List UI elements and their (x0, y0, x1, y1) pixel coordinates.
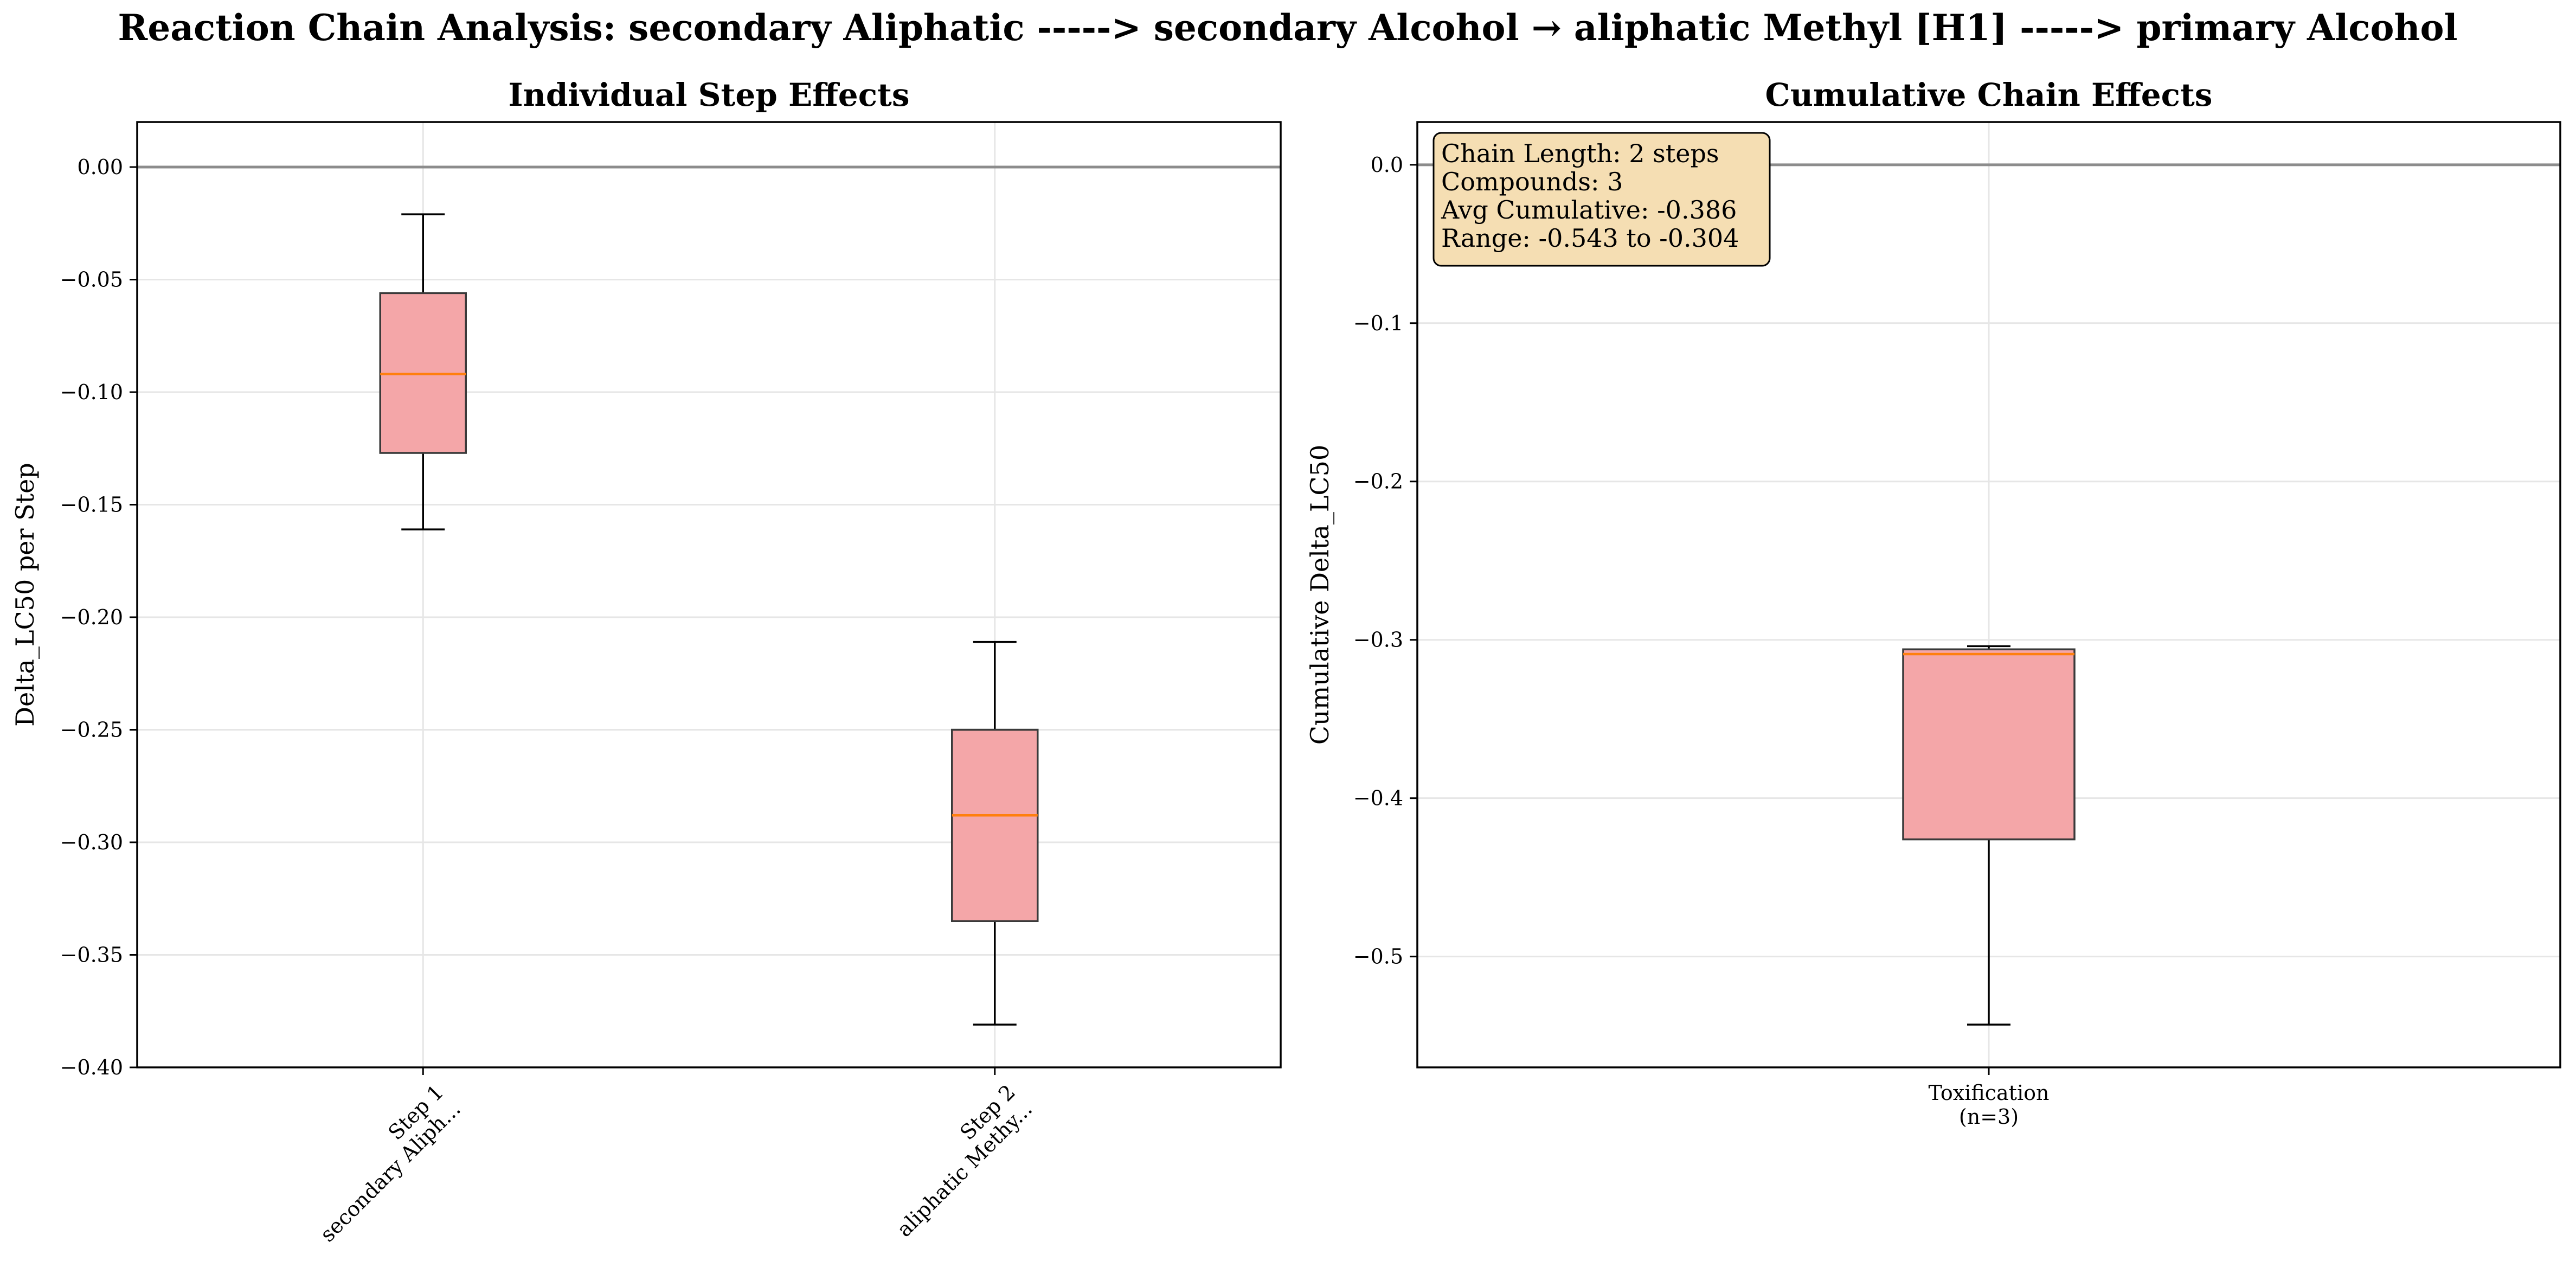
box-1 (1902, 645, 2076, 1026)
axes-frame (136, 121, 1282, 1068)
stats-annotation-box (1432, 132, 1771, 267)
box-1 (379, 213, 467, 530)
y-tick-label: −0.05 (60, 268, 123, 292)
box-iqr (951, 728, 1039, 922)
y-tick-label: −0.35 (60, 943, 123, 967)
y-tick-label: −0.10 (60, 380, 123, 404)
figure-title: Reaction Chain Analysis: secondary Aliph… (118, 7, 2457, 49)
x-tick-label-line2: (n=3) (1959, 1105, 2019, 1129)
x-tick-label-line1: Toxification (1929, 1081, 2050, 1105)
panel-title: Individual Step Effects (509, 76, 910, 113)
stats-annotation-line: Chain Length: 2 steps (1441, 139, 1719, 168)
y-tick-label: −0.40 (60, 1055, 123, 1079)
panel-individual-step-effects: 0.00 −0.05 −0.10 −0.15 −0.20 −0.25 −0.30 −0.35 −… (10, 76, 1282, 1246)
y-axis-label: Cumulative Delta_LC50 (1305, 445, 1334, 745)
y-tick-label: −0.4 (1353, 786, 1403, 810)
y-tick-label: −0.30 (60, 830, 123, 854)
y-tick-label: −0.25 (60, 718, 123, 742)
panel-cumulative-chain-effects: 0.0 −0.1 −0.2 −0.3 −0.4 −0.5 Toxification(n=3)… (1305, 76, 2561, 1129)
y-tick-label: 0.00 (77, 155, 123, 179)
y-axis-label: Delta_LC50 per Step (10, 463, 40, 727)
box-2 (951, 641, 1039, 1026)
y-tick-label: −0.5 (1353, 945, 1403, 969)
y-tick-label: −0.20 (60, 605, 123, 629)
stats-annotation-line: Avg Cumulative: -0.386 (1441, 195, 1737, 225)
box-iqr (1902, 648, 2076, 841)
y-tick-label: −0.3 (1353, 628, 1403, 652)
y-tick-label: −0.2 (1353, 470, 1403, 494)
y-tick-label: −0.15 (60, 493, 123, 517)
y-tick-label: −0.1 (1353, 311, 1403, 335)
stats-annotation-line: Range: -0.543 to -0.304 (1441, 223, 1739, 253)
stats-annotation-line: Compounds: 3 (1441, 167, 1623, 196)
panel-title: Cumulative Chain Effects (1765, 76, 2213, 113)
y-tick-label: 0.0 (1371, 153, 1403, 177)
